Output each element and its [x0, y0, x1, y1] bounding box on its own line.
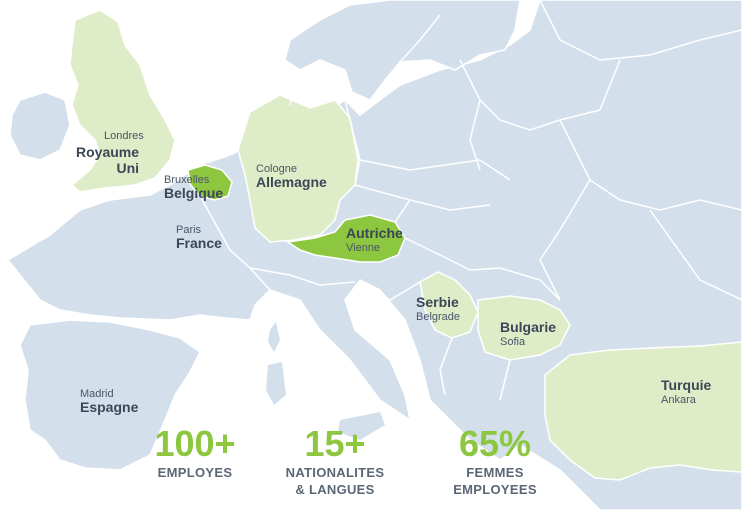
turkey-country: Turquie: [661, 377, 712, 393]
austria-city: Vienne: [346, 241, 381, 254]
uk-country-line2: Uni: [116, 159, 140, 176]
stat-employees-caption-line1: EMPLOYES: [157, 465, 233, 480]
uk-region: [69, 9, 176, 193]
stat-employees-caption: EMPLOYES: [130, 465, 260, 482]
uk-country-line1: Royaume: [76, 144, 140, 160]
scandinavia: [284, 0, 521, 101]
belgium-country: Belgique: [164, 185, 224, 202]
iberian-peninsula: [19, 319, 201, 471]
serbia-country: Serbie: [416, 294, 459, 310]
germany-country: Allemagne: [256, 174, 327, 191]
uk-label: Londres: [104, 130, 144, 142]
germany-city: Cologne: [256, 163, 297, 175]
belgium-city: Bruxelles: [164, 174, 210, 186]
bulgaria-country: Bulgarie: [500, 319, 557, 335]
france-country: France: [176, 235, 222, 252]
turkey-label: Turquie Ankara: [661, 377, 712, 406]
ireland: [9, 91, 71, 161]
stat-nationalities-caption-line2: & LANGUES: [295, 481, 375, 497]
stat-women-caption: FEMMES EMPLOYEES: [430, 465, 560, 499]
spain-country: Espagne: [80, 399, 139, 416]
spain-label: Madrid Espagne: [80, 388, 138, 416]
serbia-label: Serbie Belgrade: [416, 294, 461, 323]
uk-city: Londres: [104, 130, 144, 142]
belgium-region: [187, 164, 233, 201]
stat-women-caption-line1: FEMMES: [466, 465, 524, 480]
stat-nationalities-caption-line1: NATIONALITES: [285, 465, 385, 480]
belgium-label: Bruxelles Belgique: [164, 174, 223, 202]
turkey-region: [544, 341, 742, 481]
spain-city: Madrid: [80, 388, 114, 400]
stat-employees-value: 100+: [154, 423, 236, 464]
serbia-city: Belgrade: [416, 310, 461, 323]
serbia-region: [419, 271, 479, 339]
country-borders: [179, 0, 742, 401]
stat-nationalities-caption: NATIONALITES & LANGUES: [270, 465, 400, 499]
bulgaria-label: Bulgarie Sofia: [500, 319, 557, 348]
germany-label: Cologne Allemagne: [256, 163, 327, 191]
stat-nationalities-value: 15+: [304, 423, 366, 464]
corsica: [268, 322, 280, 352]
turkey-city: Ankara: [661, 393, 696, 406]
sicily: [338, 412, 385, 440]
bulgaria-region: [477, 295, 571, 361]
stat-women-value: 65%: [458, 423, 532, 464]
austria-label: Autriche Vienne: [346, 225, 403, 254]
austria-country: Autriche: [346, 225, 403, 241]
sardinia: [266, 362, 286, 405]
germany-region: [237, 94, 359, 243]
france-city: Paris: [176, 224, 202, 236]
bulgaria-city: Sofia: [500, 335, 526, 348]
uk-country-label: Royaume Uni: [76, 144, 140, 176]
austria-region: [285, 214, 406, 263]
france-label: Paris France: [176, 224, 222, 252]
stat-women-caption-line2: EMPLOYEES: [453, 481, 537, 497]
